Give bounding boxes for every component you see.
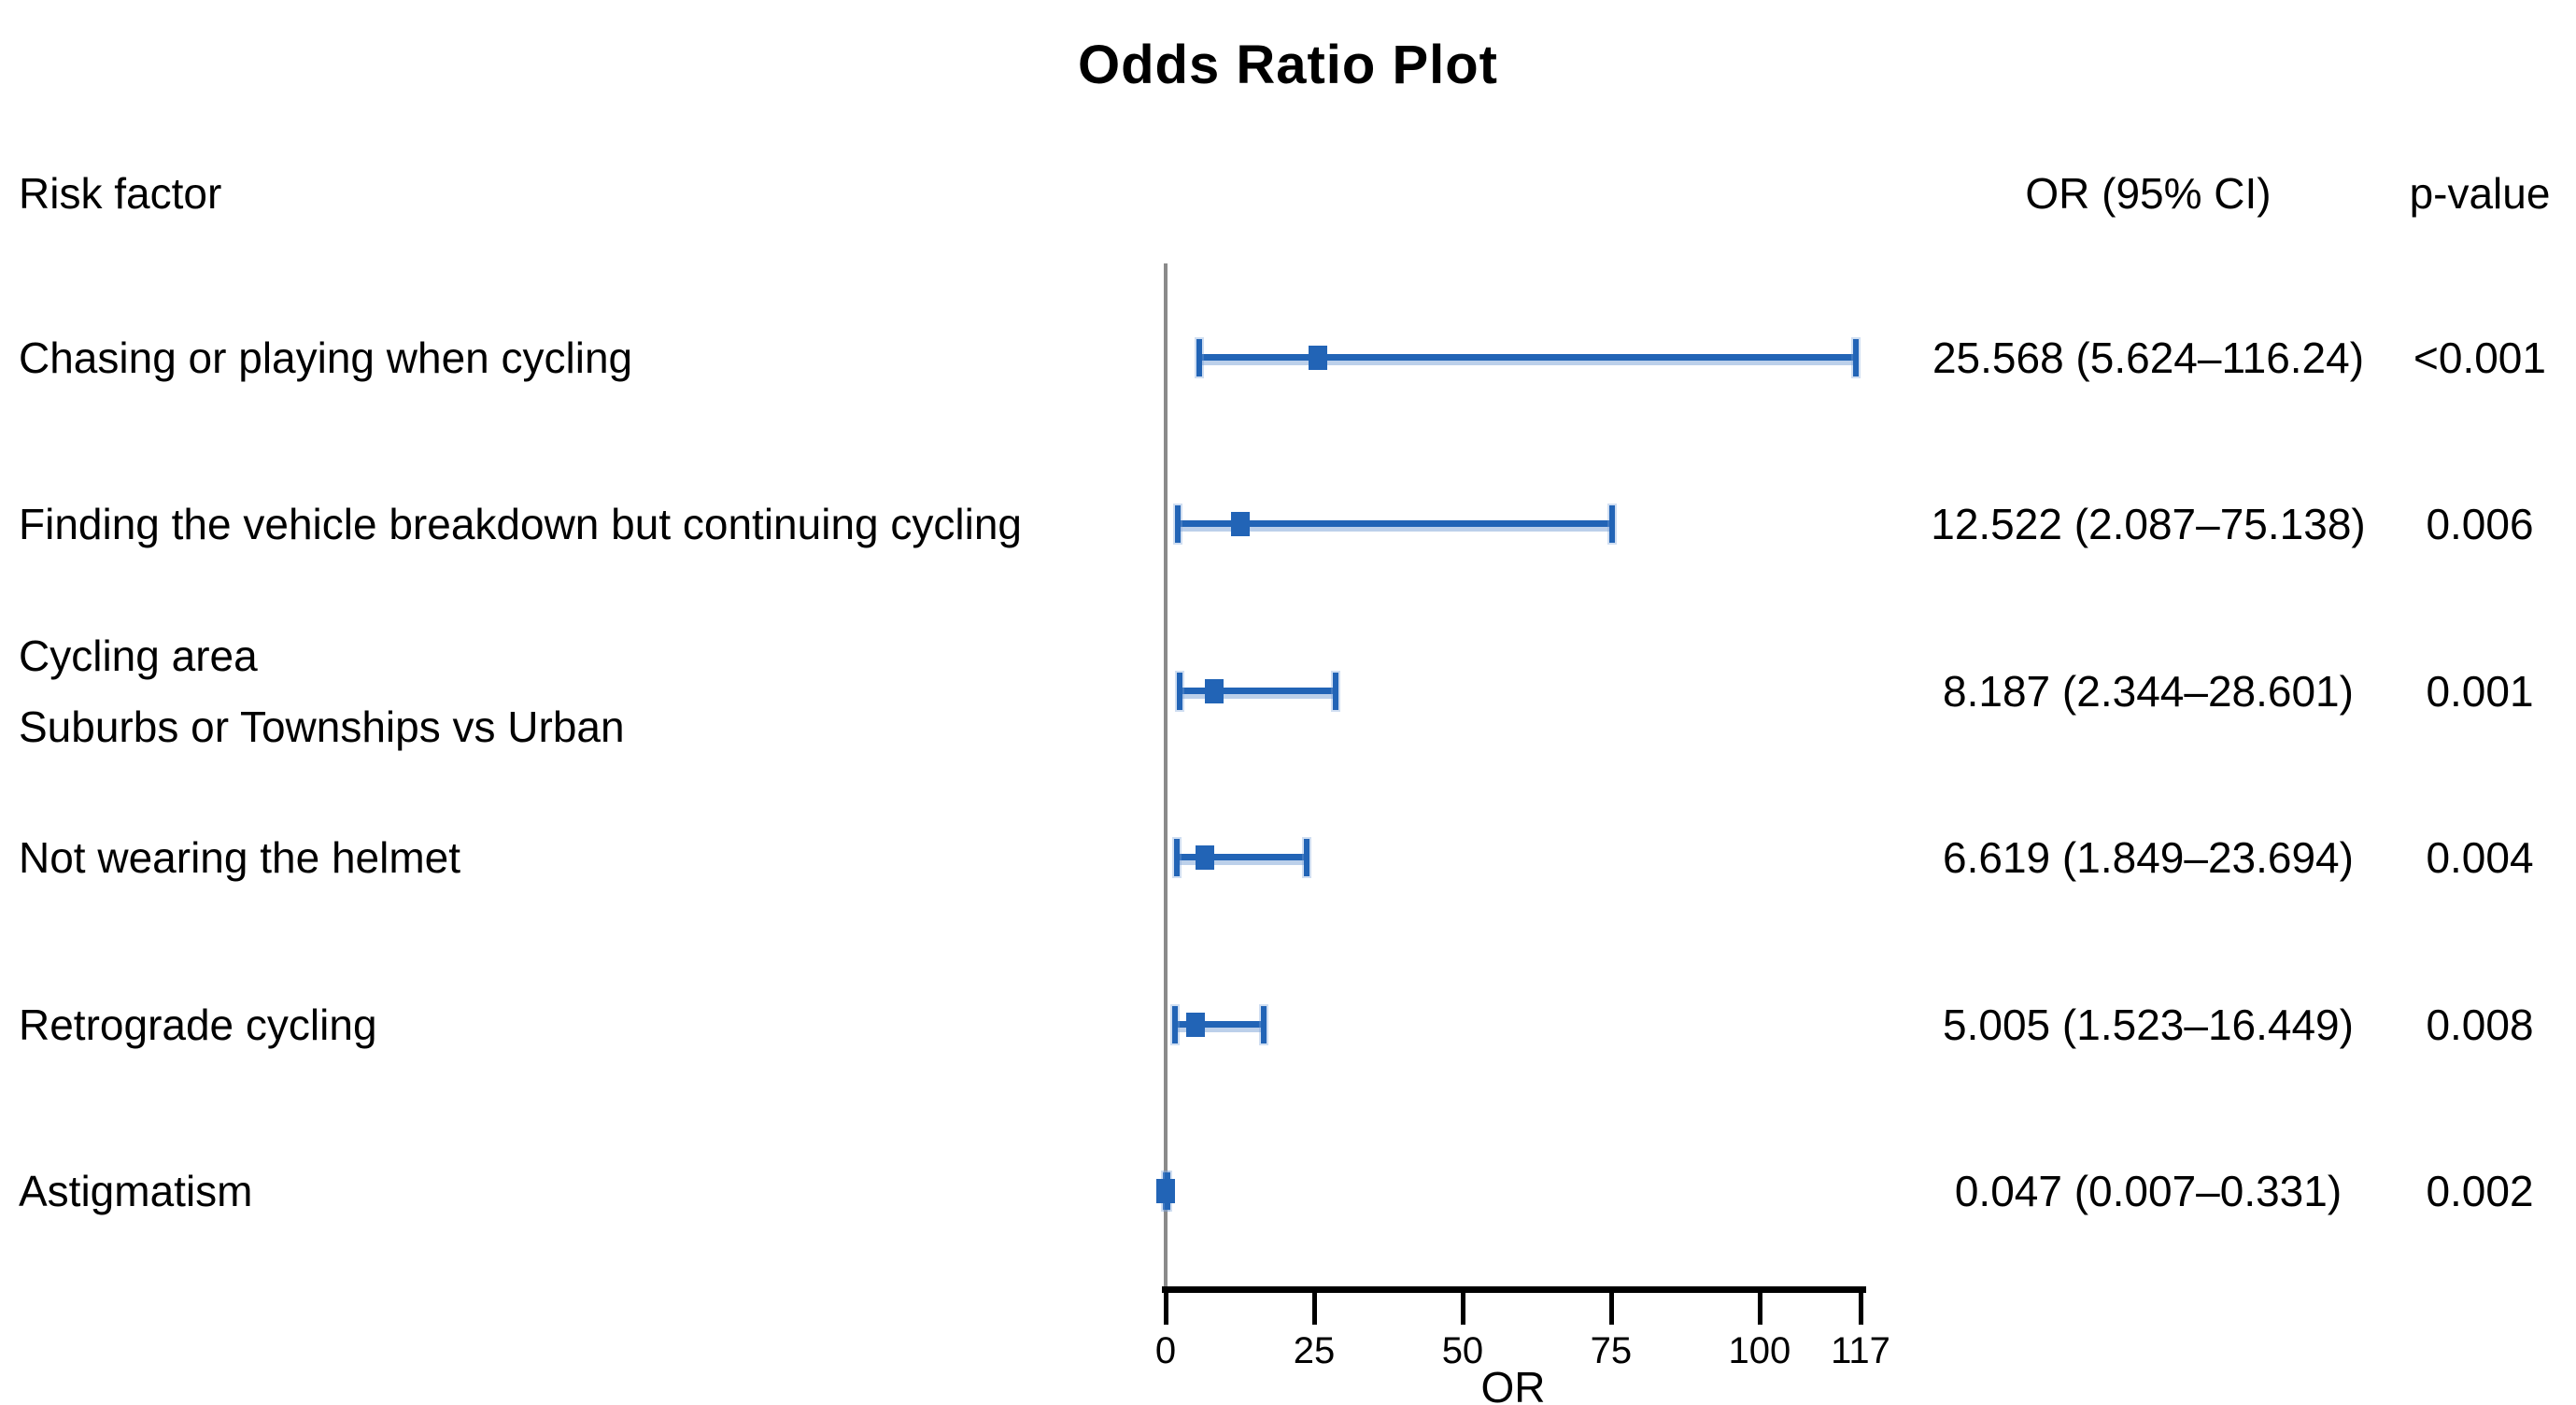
x-axis-tick-label: 25: [1293, 1330, 1336, 1371]
ci-cap-right: [1853, 339, 1860, 376]
x-axis-tick: [1757, 1293, 1762, 1325]
risk-factor-label: Cycling area Suburbs or Townships vs Urba…: [19, 620, 625, 762]
risk-factor-label-line: Cycling area: [19, 631, 258, 680]
x-axis-tick-label: 100: [1728, 1330, 1791, 1371]
or-ci-value: 6.619 (1.849–23.694): [1943, 833, 2354, 883]
ci-cap-left: [1171, 1005, 1178, 1043]
column-header-p-value: p-value: [2409, 169, 2551, 218]
p-value: 0.001: [2426, 666, 2534, 716]
p-value: 0.004: [2426, 833, 2534, 883]
risk-factor-label: Not wearing the helmet: [19, 822, 460, 893]
ci-whisker-line: [1179, 687, 1336, 694]
or-ci-value: 12.522 (2.087–75.138): [1931, 500, 2366, 549]
risk-factor-label-line: Astigmatism: [19, 1167, 253, 1215]
ci-whisker-line: [1198, 354, 1857, 361]
p-value: <0.001: [2413, 334, 2546, 382]
x-axis-tick-label: 50: [1441, 1330, 1484, 1371]
or-point-marker: [1196, 845, 1215, 871]
ci-whisker-halo: [1178, 527, 1612, 532]
ci-whisker-halo: [1179, 693, 1336, 699]
x-axis-title: OR: [1480, 1363, 1546, 1405]
chart-title: Odds Ratio Plot: [1078, 35, 1498, 95]
p-value: 0.006: [2426, 500, 2534, 549]
risk-factor-label-line: Suburbs or Townships vs Urban: [19, 702, 625, 751]
ci-whisker-line: [1176, 854, 1307, 861]
x-axis-tick: [1164, 1293, 1168, 1325]
risk-factor-label: Retrograde cycling: [19, 989, 377, 1060]
p-value: 0.002: [2426, 1167, 2534, 1215]
ci-cap-right: [1332, 672, 1338, 710]
x-axis-tick-label: 117: [1831, 1330, 1890, 1371]
ci-whisker-halo: [1198, 361, 1857, 365]
ci-cap-right: [1260, 1005, 1267, 1043]
ci-cap-right: [1303, 839, 1309, 877]
or-point-marker: [1185, 1012, 1205, 1037]
ci-cap-left: [1175, 505, 1182, 544]
risk-factor-label: Chasing or playing when cycling: [19, 322, 632, 393]
ci-cap-left: [1173, 839, 1180, 877]
or-point-marker: [1156, 1179, 1176, 1203]
ci-whisker-halo: [1174, 1027, 1264, 1032]
x-axis-tick: [1460, 1293, 1465, 1325]
or-ci-value: 25.568 (5.624–116.24): [1932, 334, 2365, 382]
ci-cap-left: [1176, 672, 1182, 710]
x-axis-tick: [1608, 1293, 1614, 1325]
ci-whisker-line: [1178, 520, 1612, 528]
or-ci-value: 8.187 (2.344–28.601): [1943, 666, 2354, 716]
ci-cap-left: [1196, 339, 1202, 376]
or-point-marker: [1205, 678, 1224, 703]
or-point-marker: [1308, 346, 1327, 370]
x-axis-tick-label: 75: [1590, 1330, 1633, 1371]
ci-whisker-halo: [1176, 860, 1307, 866]
x-axis-tick: [1311, 1293, 1317, 1325]
x-axis-tick: [1859, 1293, 1863, 1325]
x-axis-tick-label: 0: [1154, 1330, 1177, 1371]
column-header-risk-factor: Risk factor: [19, 169, 222, 218]
column-header-or-ci: OR (95% CI): [2025, 169, 2272, 218]
ci-whisker-line: [1174, 1020, 1264, 1028]
risk-factor-label-line: Not wearing the helmet: [19, 833, 461, 883]
risk-factor-label-line: Finding the vehicle breakdown but contin…: [19, 500, 1022, 549]
risk-factor-label-line: Retrograde cycling: [19, 1000, 377, 1049]
ci-cap-right: [1608, 505, 1615, 544]
risk-factor-label: Finding the vehicle breakdown but contin…: [19, 489, 1022, 560]
risk-factor-label: Astigmatism: [19, 1156, 252, 1227]
or-point-marker: [1230, 512, 1250, 537]
p-value: 0.008: [2426, 1000, 2534, 1049]
zero-reference-line: [1164, 263, 1168, 1286]
x-axis-line: [1162, 1286, 1866, 1293]
risk-factor-label-line: Chasing or playing when cycling: [19, 334, 633, 382]
or-ci-value: 5.005 (1.523–16.449): [1943, 1000, 2354, 1049]
or-ci-value: 0.047 (0.007–0.331): [1954, 1167, 2342, 1215]
